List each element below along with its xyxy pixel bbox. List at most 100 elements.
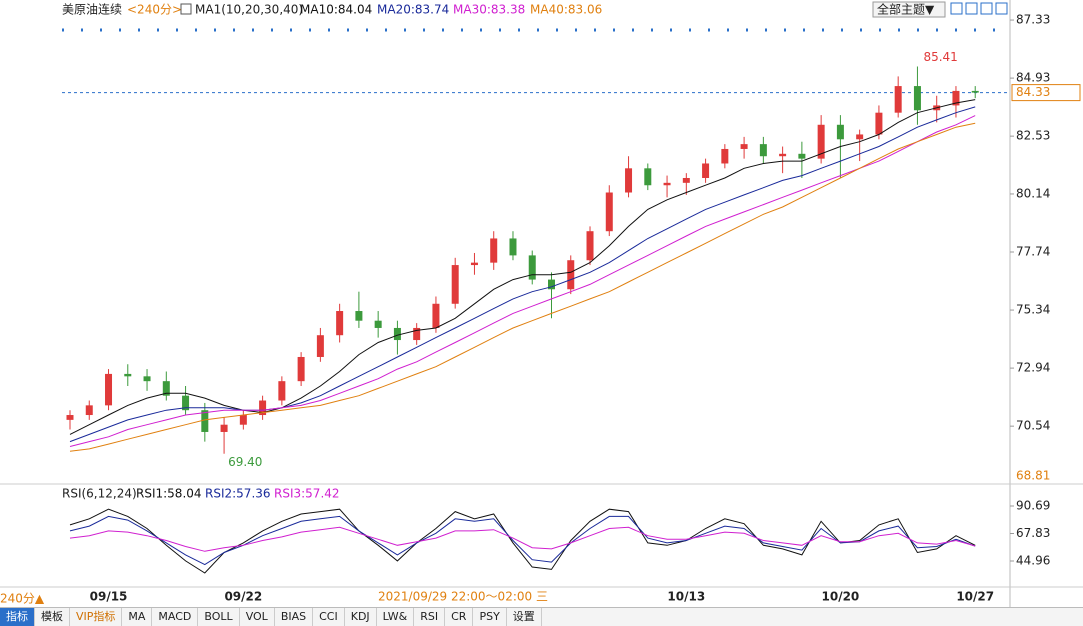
series-line	[69, 115, 976, 447]
candle-body	[586, 231, 594, 261]
last-price-box	[1011, 84, 1081, 102]
candle-body	[278, 381, 286, 401]
tab[interactable]: RSI	[414, 608, 446, 626]
tab[interactable]: VIP指标	[70, 608, 123, 626]
tab[interactable]: BOLL	[198, 608, 240, 626]
candle-body	[663, 182, 671, 186]
candle-body	[894, 86, 902, 113]
tool-icon[interactable]	[965, 2, 978, 15]
legend-entry: MA10:84.04	[300, 3, 372, 17]
tab[interactable]: 指标	[0, 608, 35, 626]
y-tick-label: 67.83	[1016, 526, 1050, 540]
x-tick-label: 10/20	[822, 590, 860, 604]
tab[interactable]: CCI	[313, 608, 345, 626]
candle-body	[182, 395, 190, 411]
x-tick-label: 09/15	[90, 590, 128, 604]
candle-body	[836, 124, 844, 140]
y-tick-label: 80.14	[1016, 186, 1050, 200]
legend-entry: MA30:83.38	[453, 3, 525, 17]
candle-body	[239, 415, 247, 425]
candle-body	[548, 279, 555, 290]
tool-icon[interactable]	[980, 2, 993, 15]
candle-body	[105, 373, 113, 406]
icon[interactable]	[180, 3, 192, 15]
last-price-label: 84.33	[1016, 85, 1050, 99]
candle-body	[66, 415, 74, 420]
candle-body	[297, 356, 305, 382]
candle-body	[374, 320, 382, 328]
candle-body	[316, 335, 324, 357]
candle-body	[470, 262, 478, 266]
low-label: 69.40	[228, 455, 262, 469]
x-tick-label: 09/22	[224, 590, 262, 604]
candle-body	[259, 400, 267, 416]
tab[interactable]: 模板	[35, 608, 70, 626]
y-tick-label: 84.93	[1016, 71, 1050, 85]
candle-body	[817, 124, 825, 159]
candle-body	[721, 148, 729, 164]
tab[interactable]: CR	[445, 608, 474, 626]
candle-body	[779, 153, 787, 157]
candle-body	[740, 144, 748, 149]
candle-body	[85, 405, 93, 416]
theme-button[interactable]	[872, 1, 946, 18]
theme-button-label: 全部主题▼	[877, 2, 935, 17]
y-tick-label: 77.74	[1016, 245, 1050, 259]
candle-body	[124, 373, 132, 377]
y-tick-label: 72.94	[1016, 361, 1050, 375]
time-tooltip: 2021/09/29 22:00～02:00 三	[378, 590, 548, 604]
candle-body	[798, 153, 806, 159]
period-corner[interactable]: 240分▲	[0, 592, 45, 606]
candle-body	[682, 177, 690, 183]
candle-body	[952, 90, 960, 106]
candle-body	[220, 424, 228, 432]
tool-icon[interactable]	[995, 2, 1008, 15]
tab[interactable]: LW&	[377, 608, 415, 626]
candle-body	[355, 311, 363, 321]
period: <240分>	[127, 3, 182, 17]
tab-bar: 指标 模板 VIP指标 MA MACD BOLL VOL BIAS CCI KDJ LW& RSI CR…	[0, 607, 1083, 626]
candle-body	[143, 376, 151, 382]
series-line	[69, 106, 976, 443]
series-line	[69, 122, 976, 452]
tab[interactable]: KDJ	[345, 608, 377, 626]
candle-body	[971, 90, 979, 93]
indicator: MA1(10,20,30,40)	[195, 3, 303, 17]
tab[interactable]: VOL	[240, 608, 275, 626]
tab[interactable]: PSY	[473, 608, 507, 626]
candle-body	[567, 260, 575, 290]
tab[interactable]: BIAS	[275, 608, 314, 626]
legend-entry: MA40:83.06	[530, 3, 602, 17]
candle-body	[162, 381, 170, 396]
y-tick-label: 75.34	[1016, 303, 1050, 317]
legend-entry: RSI2:57.36	[205, 487, 271, 501]
y-tick-label: 90.69	[1016, 498, 1050, 512]
rsi-title: RSI(6,12,24)	[62, 487, 137, 501]
tooltip-box	[375, 589, 567, 605]
x-tick-label: 10/13	[667, 590, 705, 604]
candle-body	[451, 265, 459, 304]
candle-body	[336, 311, 344, 336]
candle-body	[201, 410, 209, 432]
y-tick-label: 70.54	[1016, 419, 1050, 433]
legend-entry: MA20:83.74	[377, 3, 449, 17]
y-tick-label: 44.96	[1016, 553, 1050, 567]
symbol: 美原油连续	[62, 2, 122, 17]
candle-body	[528, 255, 536, 280]
candle-body	[509, 238, 517, 256]
candle-body	[913, 86, 921, 111]
tab[interactable]: MA	[122, 608, 153, 626]
candle-body	[875, 112, 883, 135]
tool-icon[interactable]	[950, 2, 963, 15]
tab[interactable]: MACD	[152, 608, 199, 626]
y-axis-bottom-label: 68.81	[1016, 469, 1050, 483]
legend-entry: RSI1:58.04	[136, 487, 202, 501]
series-line	[69, 526, 976, 552]
series-line	[69, 515, 976, 566]
tab[interactable]: 设置	[507, 608, 542, 626]
candle-body	[644, 168, 652, 186]
candle-body	[856, 134, 864, 140]
y-tick-label: 87.33	[1016, 13, 1050, 27]
candle-body	[490, 238, 498, 263]
